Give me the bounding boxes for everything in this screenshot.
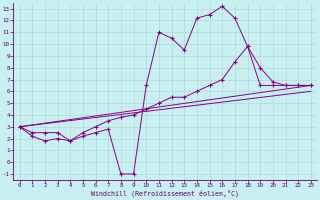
X-axis label: Windchill (Refroidissement éolien,°C): Windchill (Refroidissement éolien,°C) xyxy=(91,190,239,197)
